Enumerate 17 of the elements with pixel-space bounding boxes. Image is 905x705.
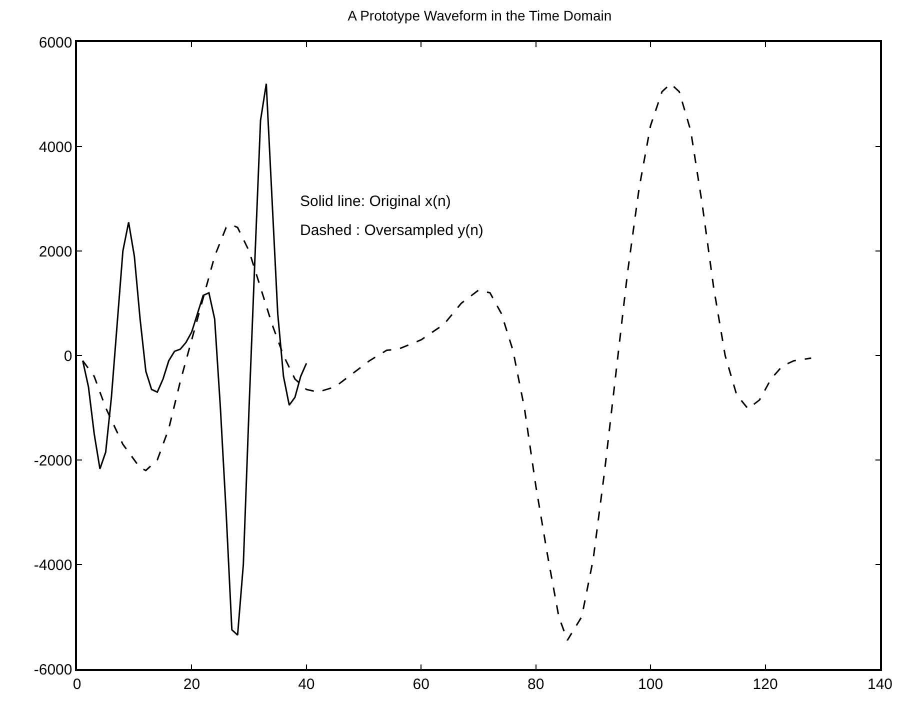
y-tick-label: -4000 xyxy=(34,556,72,574)
x-tick-label: 80 xyxy=(528,676,544,693)
chart-title: A Prototype Waveform in the Time Domain xyxy=(348,7,612,24)
x-tick-label: 120 xyxy=(752,676,778,693)
x-tick-label: 100 xyxy=(638,676,664,693)
y-tick-label: 0 xyxy=(64,348,72,365)
y-tick-label: 4000 xyxy=(38,138,72,156)
annotation: Solid line: Original x(n) xyxy=(300,193,451,210)
x-tick-label: 60 xyxy=(412,676,430,693)
x-tick-label: 140 xyxy=(867,676,893,693)
x-tick-label: 40 xyxy=(298,676,315,693)
y-tick-label: -6000 xyxy=(34,661,72,678)
x-tick-label: 20 xyxy=(183,676,200,693)
y-tick-label: -2000 xyxy=(34,452,72,470)
y-tick-label: 6000 xyxy=(38,34,72,52)
annotation: Dashed : Oversampled y(n) xyxy=(300,222,484,239)
y-tick-label: 2000 xyxy=(38,243,72,260)
